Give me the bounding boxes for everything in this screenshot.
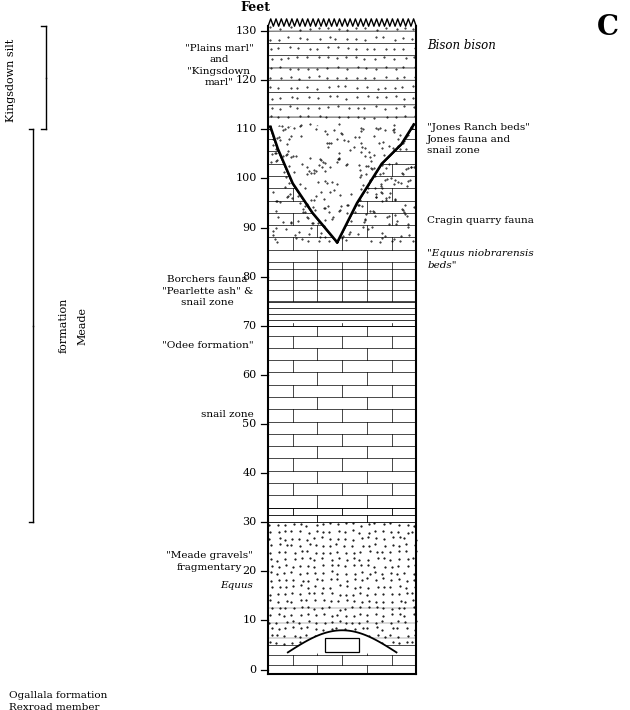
Text: 130: 130 <box>236 26 256 36</box>
Text: 40: 40 <box>243 468 256 478</box>
Text: "Equus niobrarensis
beds": "Equus niobrarensis beds" <box>427 249 534 270</box>
Text: Meade: Meade <box>78 307 88 345</box>
Text: Kingsdown silt: Kingsdown silt <box>6 38 16 122</box>
Text: "Odee formation": "Odee formation" <box>162 341 253 350</box>
Text: Ogallala formation
Rexroad member: Ogallala formation Rexroad member <box>9 692 107 710</box>
Text: 90: 90 <box>243 222 256 233</box>
Text: C: C <box>597 14 619 41</box>
Text: Cragin quarry fauna: Cragin quarry fauna <box>427 216 534 224</box>
Text: 50: 50 <box>243 419 256 429</box>
Text: 0: 0 <box>249 665 256 674</box>
Text: Borchers fauna
"Pearlette ash" &
snail zone: Borchers fauna "Pearlette ash" & snail z… <box>162 275 253 307</box>
FancyBboxPatch shape <box>325 638 360 652</box>
Text: 120: 120 <box>236 75 256 85</box>
Text: 10: 10 <box>243 616 256 626</box>
Text: "Plains marl"
and
"Kingsdown
marl": "Plains marl" and "Kingsdown marl" <box>185 44 253 87</box>
Polygon shape <box>270 124 414 242</box>
Text: "Jones Ranch beds"
Jones fauna and
snail zone: "Jones Ranch beds" Jones fauna and snail… <box>427 123 530 155</box>
Text: 70: 70 <box>243 321 256 331</box>
Text: 60: 60 <box>243 370 256 380</box>
Text: snail zone: snail zone <box>200 410 253 419</box>
Text: 80: 80 <box>243 272 256 282</box>
Text: 20: 20 <box>243 567 256 577</box>
Text: Bison bison: Bison bison <box>427 39 496 53</box>
Text: Feet: Feet <box>241 1 271 14</box>
Text: 100: 100 <box>236 173 256 183</box>
Text: 30: 30 <box>243 518 256 528</box>
Text: "Meade gravels"
fragmentary: "Meade gravels" fragmentary <box>166 551 253 572</box>
Text: 110: 110 <box>236 124 256 134</box>
Text: Equus: Equus <box>220 581 253 589</box>
Text: formation: formation <box>58 298 68 354</box>
